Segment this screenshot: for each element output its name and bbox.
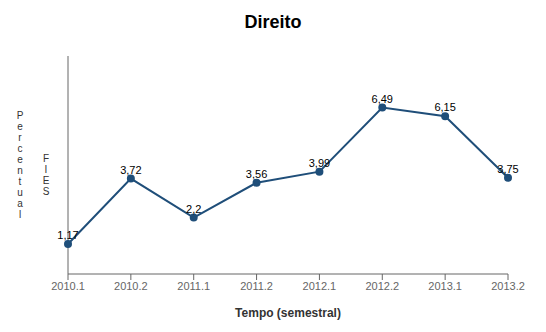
svg-text:FIES: FIES [43, 152, 50, 196]
svg-text:2011.2: 2011.2 [240, 280, 273, 292]
svg-text:2012.2: 2012.2 [365, 280, 399, 292]
svg-text:3,72: 3,72 [120, 164, 141, 176]
svg-text:2010.2: 2010.2 [114, 280, 148, 292]
svg-text:2010.1: 2010.1 [51, 280, 85, 292]
svg-text:6,49: 6,49 [372, 93, 393, 105]
svg-text:3,75: 3,75 [497, 163, 518, 175]
svg-text:Tempo (semestral): Tempo (semestral) [235, 306, 341, 320]
svg-text:3,56: 3,56 [246, 168, 267, 180]
svg-text:Percentual: Percentual [17, 109, 24, 219]
svg-text:1,17: 1,17 [57, 229, 78, 241]
svg-text:2011.1: 2011.1 [177, 280, 210, 292]
svg-text:2,2: 2,2 [186, 203, 201, 215]
svg-text:2013.1: 2013.1 [428, 280, 462, 292]
svg-text:2013.2: 2013.2 [491, 280, 525, 292]
svg-text:2012.1: 2012.1 [303, 280, 337, 292]
svg-text:3,99: 3,99 [309, 157, 330, 169]
svg-text:6,15: 6,15 [434, 101, 455, 113]
html-text:Direito: Direito [244, 12, 302, 32]
